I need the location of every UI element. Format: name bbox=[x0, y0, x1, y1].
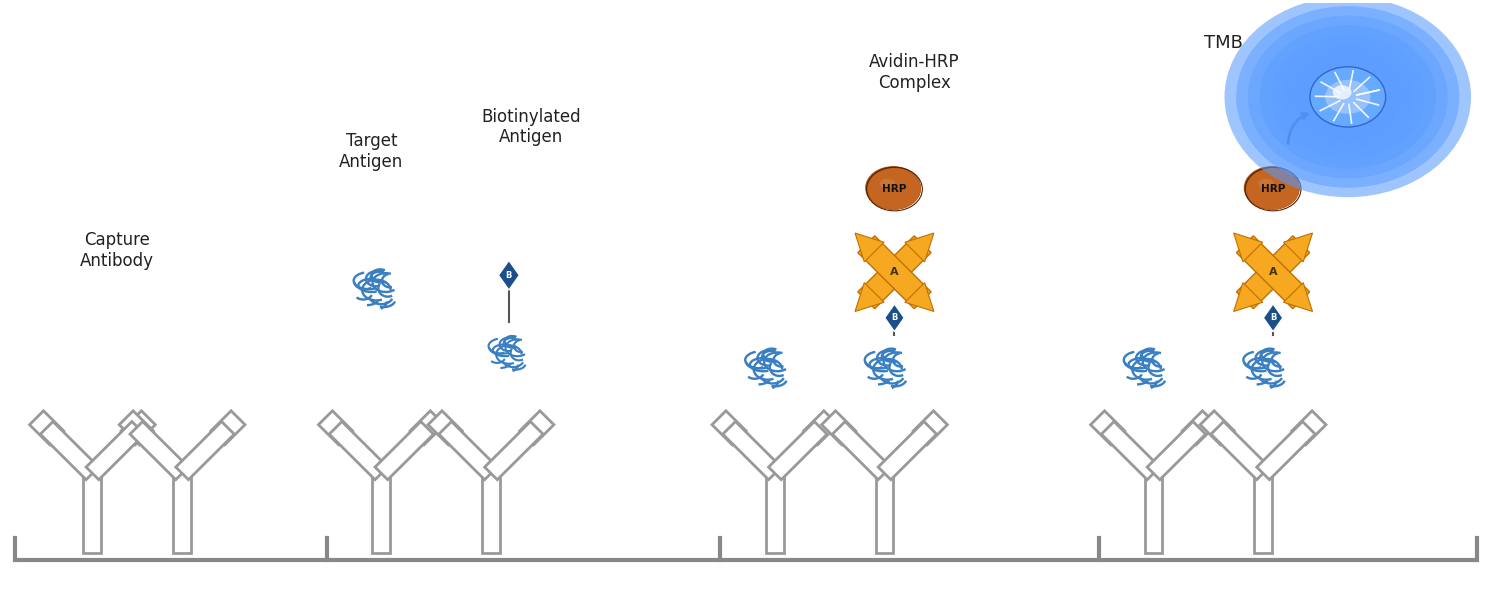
FancyBboxPatch shape bbox=[1090, 411, 1125, 445]
Polygon shape bbox=[878, 422, 936, 479]
Polygon shape bbox=[176, 422, 234, 479]
Polygon shape bbox=[482, 473, 500, 553]
Ellipse shape bbox=[867, 167, 921, 209]
Polygon shape bbox=[1284, 283, 1312, 311]
FancyBboxPatch shape bbox=[427, 411, 462, 445]
Polygon shape bbox=[858, 236, 932, 308]
Text: A: A bbox=[1269, 267, 1278, 277]
Ellipse shape bbox=[1324, 80, 1371, 114]
Polygon shape bbox=[1236, 236, 1310, 308]
FancyBboxPatch shape bbox=[30, 411, 64, 445]
Polygon shape bbox=[328, 422, 387, 479]
Text: Avidin-HRP
Complex: Avidin-HRP Complex bbox=[868, 53, 960, 92]
FancyBboxPatch shape bbox=[318, 411, 352, 445]
Text: B: B bbox=[1270, 313, 1276, 322]
Polygon shape bbox=[1284, 233, 1312, 262]
Text: Capture
Antibody: Capture Antibody bbox=[81, 232, 154, 270]
FancyBboxPatch shape bbox=[822, 411, 856, 445]
FancyBboxPatch shape bbox=[211, 411, 244, 445]
Polygon shape bbox=[885, 304, 904, 332]
Ellipse shape bbox=[1248, 16, 1448, 178]
Polygon shape bbox=[130, 422, 189, 479]
Polygon shape bbox=[1257, 422, 1316, 479]
Polygon shape bbox=[904, 283, 934, 311]
FancyBboxPatch shape bbox=[122, 411, 156, 445]
FancyBboxPatch shape bbox=[712, 411, 746, 445]
FancyBboxPatch shape bbox=[118, 411, 153, 445]
Text: Biotinylated
Antigen: Biotinylated Antigen bbox=[482, 107, 580, 146]
Polygon shape bbox=[855, 233, 883, 262]
Ellipse shape bbox=[868, 169, 921, 209]
Polygon shape bbox=[723, 422, 782, 479]
Ellipse shape bbox=[1224, 0, 1472, 197]
Polygon shape bbox=[1233, 233, 1263, 262]
Polygon shape bbox=[768, 422, 826, 479]
Ellipse shape bbox=[1245, 167, 1299, 209]
Ellipse shape bbox=[1310, 67, 1386, 127]
Text: B: B bbox=[506, 271, 512, 280]
FancyBboxPatch shape bbox=[1200, 411, 1234, 445]
Ellipse shape bbox=[1236, 6, 1460, 188]
Polygon shape bbox=[833, 422, 891, 479]
Polygon shape bbox=[1263, 304, 1282, 332]
Ellipse shape bbox=[865, 166, 921, 210]
Polygon shape bbox=[1148, 422, 1206, 479]
Polygon shape bbox=[858, 236, 932, 308]
Ellipse shape bbox=[1244, 166, 1299, 210]
Polygon shape bbox=[1210, 422, 1269, 479]
Ellipse shape bbox=[1246, 169, 1299, 209]
Text: TMB: TMB bbox=[1204, 34, 1242, 52]
Polygon shape bbox=[904, 233, 934, 262]
FancyBboxPatch shape bbox=[1292, 411, 1326, 445]
Polygon shape bbox=[876, 473, 894, 553]
Polygon shape bbox=[40, 422, 99, 479]
Ellipse shape bbox=[1260, 25, 1436, 169]
Ellipse shape bbox=[1282, 44, 1413, 150]
Polygon shape bbox=[855, 283, 883, 311]
Polygon shape bbox=[84, 473, 102, 553]
FancyBboxPatch shape bbox=[914, 411, 948, 445]
FancyBboxPatch shape bbox=[519, 411, 554, 445]
Polygon shape bbox=[440, 422, 498, 479]
Ellipse shape bbox=[1245, 167, 1299, 209]
Polygon shape bbox=[498, 260, 519, 290]
Polygon shape bbox=[375, 422, 434, 479]
Text: HRP: HRP bbox=[1262, 184, 1286, 194]
Ellipse shape bbox=[1258, 179, 1274, 188]
Ellipse shape bbox=[865, 167, 921, 209]
Ellipse shape bbox=[880, 179, 896, 188]
Text: A: A bbox=[890, 267, 898, 277]
FancyBboxPatch shape bbox=[410, 411, 444, 445]
Polygon shape bbox=[1101, 422, 1160, 479]
Polygon shape bbox=[172, 473, 190, 553]
Polygon shape bbox=[766, 473, 784, 553]
Polygon shape bbox=[1236, 236, 1310, 308]
Ellipse shape bbox=[1294, 53, 1401, 140]
Ellipse shape bbox=[1270, 35, 1425, 159]
Polygon shape bbox=[1144, 473, 1162, 553]
Ellipse shape bbox=[1332, 85, 1352, 100]
FancyBboxPatch shape bbox=[804, 411, 838, 445]
Text: Target
Antigen: Target Antigen bbox=[339, 133, 404, 171]
Text: B: B bbox=[891, 313, 897, 322]
Text: HRP: HRP bbox=[882, 184, 906, 194]
Polygon shape bbox=[86, 422, 144, 479]
Polygon shape bbox=[484, 422, 543, 479]
Ellipse shape bbox=[867, 168, 921, 209]
Polygon shape bbox=[1233, 283, 1263, 311]
Polygon shape bbox=[372, 473, 390, 553]
FancyBboxPatch shape bbox=[1182, 411, 1216, 445]
Ellipse shape bbox=[1246, 168, 1299, 209]
Polygon shape bbox=[1254, 473, 1272, 553]
